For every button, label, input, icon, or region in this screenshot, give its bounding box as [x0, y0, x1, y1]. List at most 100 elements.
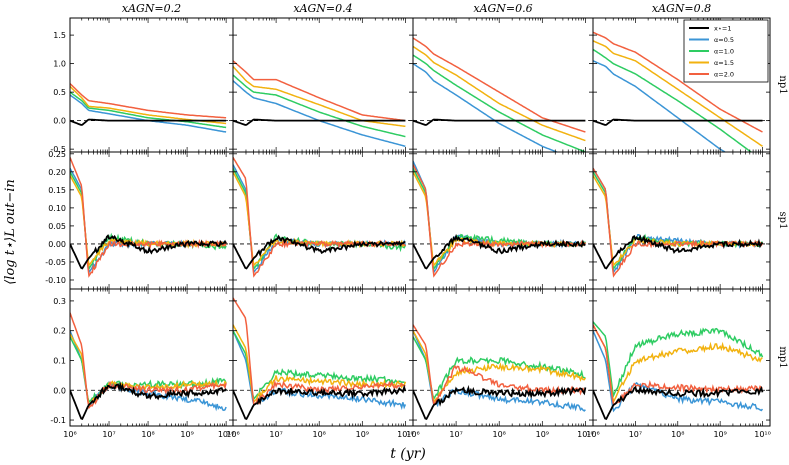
series-line-black [70, 234, 227, 270]
series-line-black [70, 118, 227, 126]
y-tick-label: 0.0 [53, 117, 66, 126]
x-tick-label: 10⁸ [313, 430, 326, 439]
x-tick-label: 10⁹ [180, 430, 193, 439]
series-line-a05 [70, 94, 227, 133]
x-tick-label: 10⁹ [356, 430, 369, 439]
x-tick-label: 10⁹ [713, 430, 726, 439]
series-line-a20 [70, 312, 227, 410]
series-line-a15 [593, 40, 763, 147]
series-line-black [593, 385, 764, 421]
series-line-a10 [233, 330, 406, 401]
series-line-a10 [70, 91, 227, 129]
y-tick-label: 0.3 [53, 297, 66, 306]
x-tick-label: 10¹⁰ [577, 430, 594, 439]
row-labels: np1 sp1 mp1 [777, 75, 788, 368]
x-tick-label: 10⁶ [406, 430, 419, 439]
y-tick-label: 0.15 [48, 186, 66, 195]
y-tick-label: 0.10 [48, 204, 66, 213]
legend: x⋆=1 α=0.5 α=1.0 α=1.5 α=2.0 [683, 19, 769, 83]
series-line-a15 [413, 45, 586, 142]
series-line-a10 [413, 167, 586, 271]
y-tick-label: -0.10 [45, 276, 66, 285]
panel-frame [412, 151, 594, 290]
y-tick-label: -0.5 [50, 145, 66, 154]
series-line-black [233, 384, 407, 420]
y-tick-label: 0.25 [48, 150, 66, 159]
series-line-black [413, 233, 586, 270]
panel [592, 17, 771, 153]
panel [412, 288, 594, 427]
series-line-a15 [233, 324, 407, 404]
series-line-a20 [70, 157, 227, 278]
x-tick-label: 10⁹ [536, 430, 549, 439]
series-line-a10 [593, 171, 763, 271]
y-axis-label: ⟨log t⋆⟩L out−in [3, 179, 18, 285]
panel [69, 151, 234, 290]
series-line-a20 [233, 60, 406, 122]
y-tick-label: -0.1 [50, 416, 66, 425]
x-tick-label: 10⁸ [141, 430, 154, 439]
column-title: xAGN=0.6 [473, 2, 532, 15]
series-line-a10 [413, 54, 586, 152]
row-label: np1 [777, 75, 788, 94]
series-line-a15 [593, 324, 763, 404]
x-tick-label: 10⁶ [226, 430, 239, 439]
x-tick-label: 10⁷ [629, 430, 642, 439]
series-line-a10 [70, 171, 227, 271]
series-line-a20 [70, 83, 227, 119]
x-tick-label: 10⁸ [671, 430, 684, 439]
row-label: mp1 [777, 346, 788, 368]
series-line-a20 [413, 37, 586, 133]
x-tick-label: 10⁷ [269, 430, 282, 439]
x-tick-label: 10¹⁰ [218, 430, 235, 439]
panel [592, 288, 771, 427]
series-line-black [70, 381, 227, 421]
y-tick-label: 0.0 [53, 386, 66, 395]
x-axis-label: t (yr) [390, 446, 426, 462]
series-line-black [413, 118, 586, 126]
series-line-a10 [593, 321, 764, 398]
panel [412, 17, 594, 153]
series-line-a05 [413, 62, 559, 152]
row-label: sp1 [777, 212, 788, 230]
series-line-a10 [413, 336, 586, 401]
panel-frame [592, 288, 771, 427]
panel [232, 17, 414, 153]
legend-entry: α=2.0 [714, 71, 734, 79]
x-tick-label: 10⁶ [63, 430, 76, 439]
y-ticks: -0.5 0.0 0.5 1.0 1.5 -0.10 -0.05 0.00 0.05 0.10 0.… [45, 31, 66, 425]
x-tick-label: 10⁷ [449, 430, 462, 439]
y-tick-label: -0.05 [45, 258, 66, 267]
x-tick-label: 10⁸ [493, 430, 506, 439]
x-tick-label: 10⁷ [102, 430, 115, 439]
series-line-a15 [593, 175, 763, 267]
legend-entry: α=1.0 [714, 48, 734, 56]
y-tick-label: 1.0 [53, 60, 66, 69]
series-line-a05 [593, 167, 763, 275]
series-line-a05 [233, 164, 407, 275]
panel [412, 151, 594, 290]
panel [232, 151, 414, 290]
series-line-a15 [413, 171, 586, 267]
x-tick-label: 10¹⁰ [754, 430, 771, 439]
series-line-a05 [593, 60, 727, 152]
panels [69, 17, 771, 427]
column-title: xAGN=0.4 [293, 2, 352, 15]
panel-frame [69, 17, 234, 153]
panel [69, 288, 234, 427]
series-line-a10 [593, 48, 753, 152]
column-title: xAGN=0.8 [652, 2, 711, 15]
series-line-a05 [233, 80, 406, 148]
series-line-a15 [233, 65, 406, 128]
series-line-black [233, 234, 406, 270]
series-line-black [413, 384, 587, 420]
series-line-a05 [593, 330, 764, 413]
series-line-a10 [233, 74, 406, 138]
series-line-black [593, 234, 764, 270]
y-tick-label: 1.5 [53, 31, 66, 40]
y-tick-label: 0.5 [53, 88, 66, 97]
column-titles: xAGN=0.2 xAGN=0.4 xAGN=0.6 xAGN=0.8 [122, 2, 711, 15]
series-line-a20 [233, 297, 406, 407]
